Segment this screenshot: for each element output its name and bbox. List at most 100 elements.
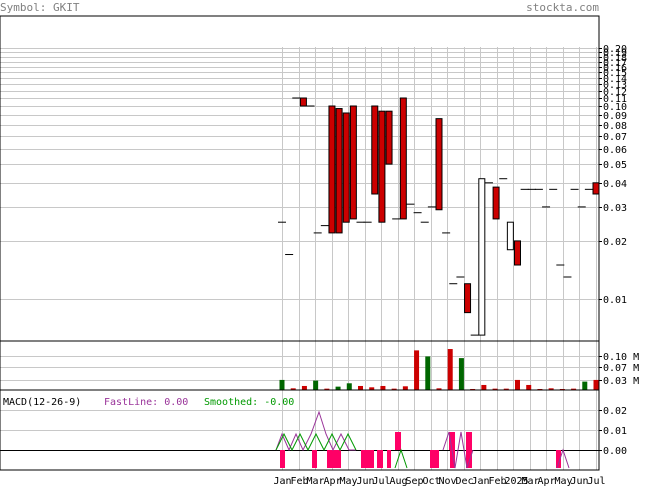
macd-tick-label: 0.00 xyxy=(603,446,627,457)
x-tick-label: May xyxy=(555,476,573,486)
price-tick-label: 0.02 xyxy=(603,237,627,248)
volume-bar xyxy=(313,380,319,390)
volume-bar xyxy=(503,388,509,390)
macd-histogram-bar xyxy=(450,450,455,468)
price-tick-label: 0.12 xyxy=(603,87,627,98)
axes-layer: 0.01 0.02 0.03 0.04 0.05 0.06 0.070.080.09 0.10… xyxy=(274,44,640,486)
volume-bar xyxy=(436,388,442,390)
x-tick-label: Apr xyxy=(538,476,556,486)
macd-fastline xyxy=(442,431,474,469)
volume-bar xyxy=(335,386,341,390)
chart-frame xyxy=(0,15,600,471)
volume-bar xyxy=(346,383,352,390)
candle-body xyxy=(514,240,521,266)
candle-body xyxy=(299,97,307,107)
volume-tick-label: 0.10 M xyxy=(603,352,639,363)
candle-body xyxy=(378,110,386,223)
price-tick-label: 0.03 xyxy=(603,203,627,214)
fastline-legend: FastLine: 0.00 xyxy=(104,397,188,408)
macd-histogram-bar xyxy=(556,450,561,468)
volume-bar xyxy=(537,388,543,390)
volume-bar xyxy=(279,379,285,390)
macd-layer xyxy=(275,410,570,469)
price-tick-label: 0.08 xyxy=(603,121,627,132)
x-tick-label: Jun xyxy=(571,476,589,486)
candle-body xyxy=(399,97,407,220)
macd-histogram-bar xyxy=(312,450,317,468)
x-tick-label: Jan xyxy=(274,476,292,486)
candle-body xyxy=(506,221,514,251)
volume-bar xyxy=(425,356,431,390)
volume-bar xyxy=(391,388,397,390)
x-tick-label: Apr xyxy=(324,476,342,486)
price-tick-label: 0.18 xyxy=(603,53,627,64)
x-tick-label: Mar xyxy=(307,476,325,486)
x-tick-label: Sep xyxy=(406,476,424,486)
volume-layer xyxy=(279,349,599,390)
volume-bar xyxy=(402,386,408,390)
candle-body xyxy=(342,112,350,223)
volume-bar xyxy=(481,384,487,390)
macd-histogram-bar xyxy=(449,432,455,450)
volume-bar xyxy=(492,388,498,390)
grid xyxy=(0,47,599,470)
volume-bar xyxy=(447,349,453,390)
macd-histogram-bar xyxy=(395,432,401,450)
volume-bar xyxy=(571,388,577,390)
volume-bar xyxy=(369,387,375,390)
volume-bar xyxy=(526,384,532,390)
price-tick-label: 0.20 xyxy=(603,44,627,55)
price-tick-label: 0.19 xyxy=(603,48,627,59)
candle-body xyxy=(492,186,500,220)
volume-bar xyxy=(414,350,420,390)
macd-histogram-bar xyxy=(334,450,341,468)
price-tick-label: 0.06 xyxy=(603,145,627,156)
volume-tick-label: 0.07 M xyxy=(603,363,639,374)
x-tick-label: Aug xyxy=(390,476,408,486)
volume-bar xyxy=(458,358,464,390)
volume-bar xyxy=(301,385,307,390)
volume-bar xyxy=(515,379,520,390)
volume-bar xyxy=(582,381,588,390)
price-tick-label: 0.15 xyxy=(603,68,627,79)
macd-histogram-bar xyxy=(466,432,472,450)
x-tick-label: Jan xyxy=(472,476,490,486)
x-tick-label: Jun xyxy=(357,476,375,486)
x-tick-label: 2025 xyxy=(505,476,529,486)
volume-bar xyxy=(324,388,330,390)
x-tick-label: May xyxy=(340,476,358,486)
x-tick-label: Dec xyxy=(456,476,474,486)
volume-bar xyxy=(548,388,554,390)
x-tick-label: Jul xyxy=(373,476,391,486)
macd-histogram-bar xyxy=(466,450,472,468)
volume-bar xyxy=(358,385,363,390)
smoothed-legend: Smoothed: -0.00 xyxy=(204,397,294,408)
candle-body xyxy=(349,105,357,220)
price-tick-label: 0.09 xyxy=(603,111,627,122)
candle-body xyxy=(371,105,379,195)
price-tick-label: 0.04 xyxy=(603,179,627,190)
volume-bar xyxy=(593,379,599,390)
candles-layer xyxy=(278,97,600,336)
macd-histogram-bar xyxy=(377,450,383,468)
volume-bar xyxy=(380,385,386,390)
price-tick-label: 0.17 xyxy=(603,58,627,69)
x-tick-label: Oct xyxy=(423,476,441,486)
x-tick-label: Feb xyxy=(291,476,309,486)
price-tick-label: 0.07 xyxy=(603,132,627,143)
candle-body xyxy=(592,182,600,195)
price-tick-label: 0.11 xyxy=(603,94,627,105)
price-tick-label: 0.14 xyxy=(603,74,627,85)
x-tick-label: Nov xyxy=(439,476,457,486)
macd-smoothed-line xyxy=(394,448,408,469)
x-tick-label: Mar xyxy=(522,476,540,486)
macd-title: MACD(12-26-9) xyxy=(3,397,81,408)
candle-body xyxy=(328,105,336,234)
macd-tick-label: 0.02 xyxy=(603,406,627,417)
macd-tick-label: 0.01 xyxy=(603,426,627,437)
x-tick-label: Feb xyxy=(489,476,507,486)
site-label: stockta.com xyxy=(526,1,599,14)
macd-histogram-bar xyxy=(327,450,334,468)
price-tick-label: 0.05 xyxy=(603,160,627,171)
